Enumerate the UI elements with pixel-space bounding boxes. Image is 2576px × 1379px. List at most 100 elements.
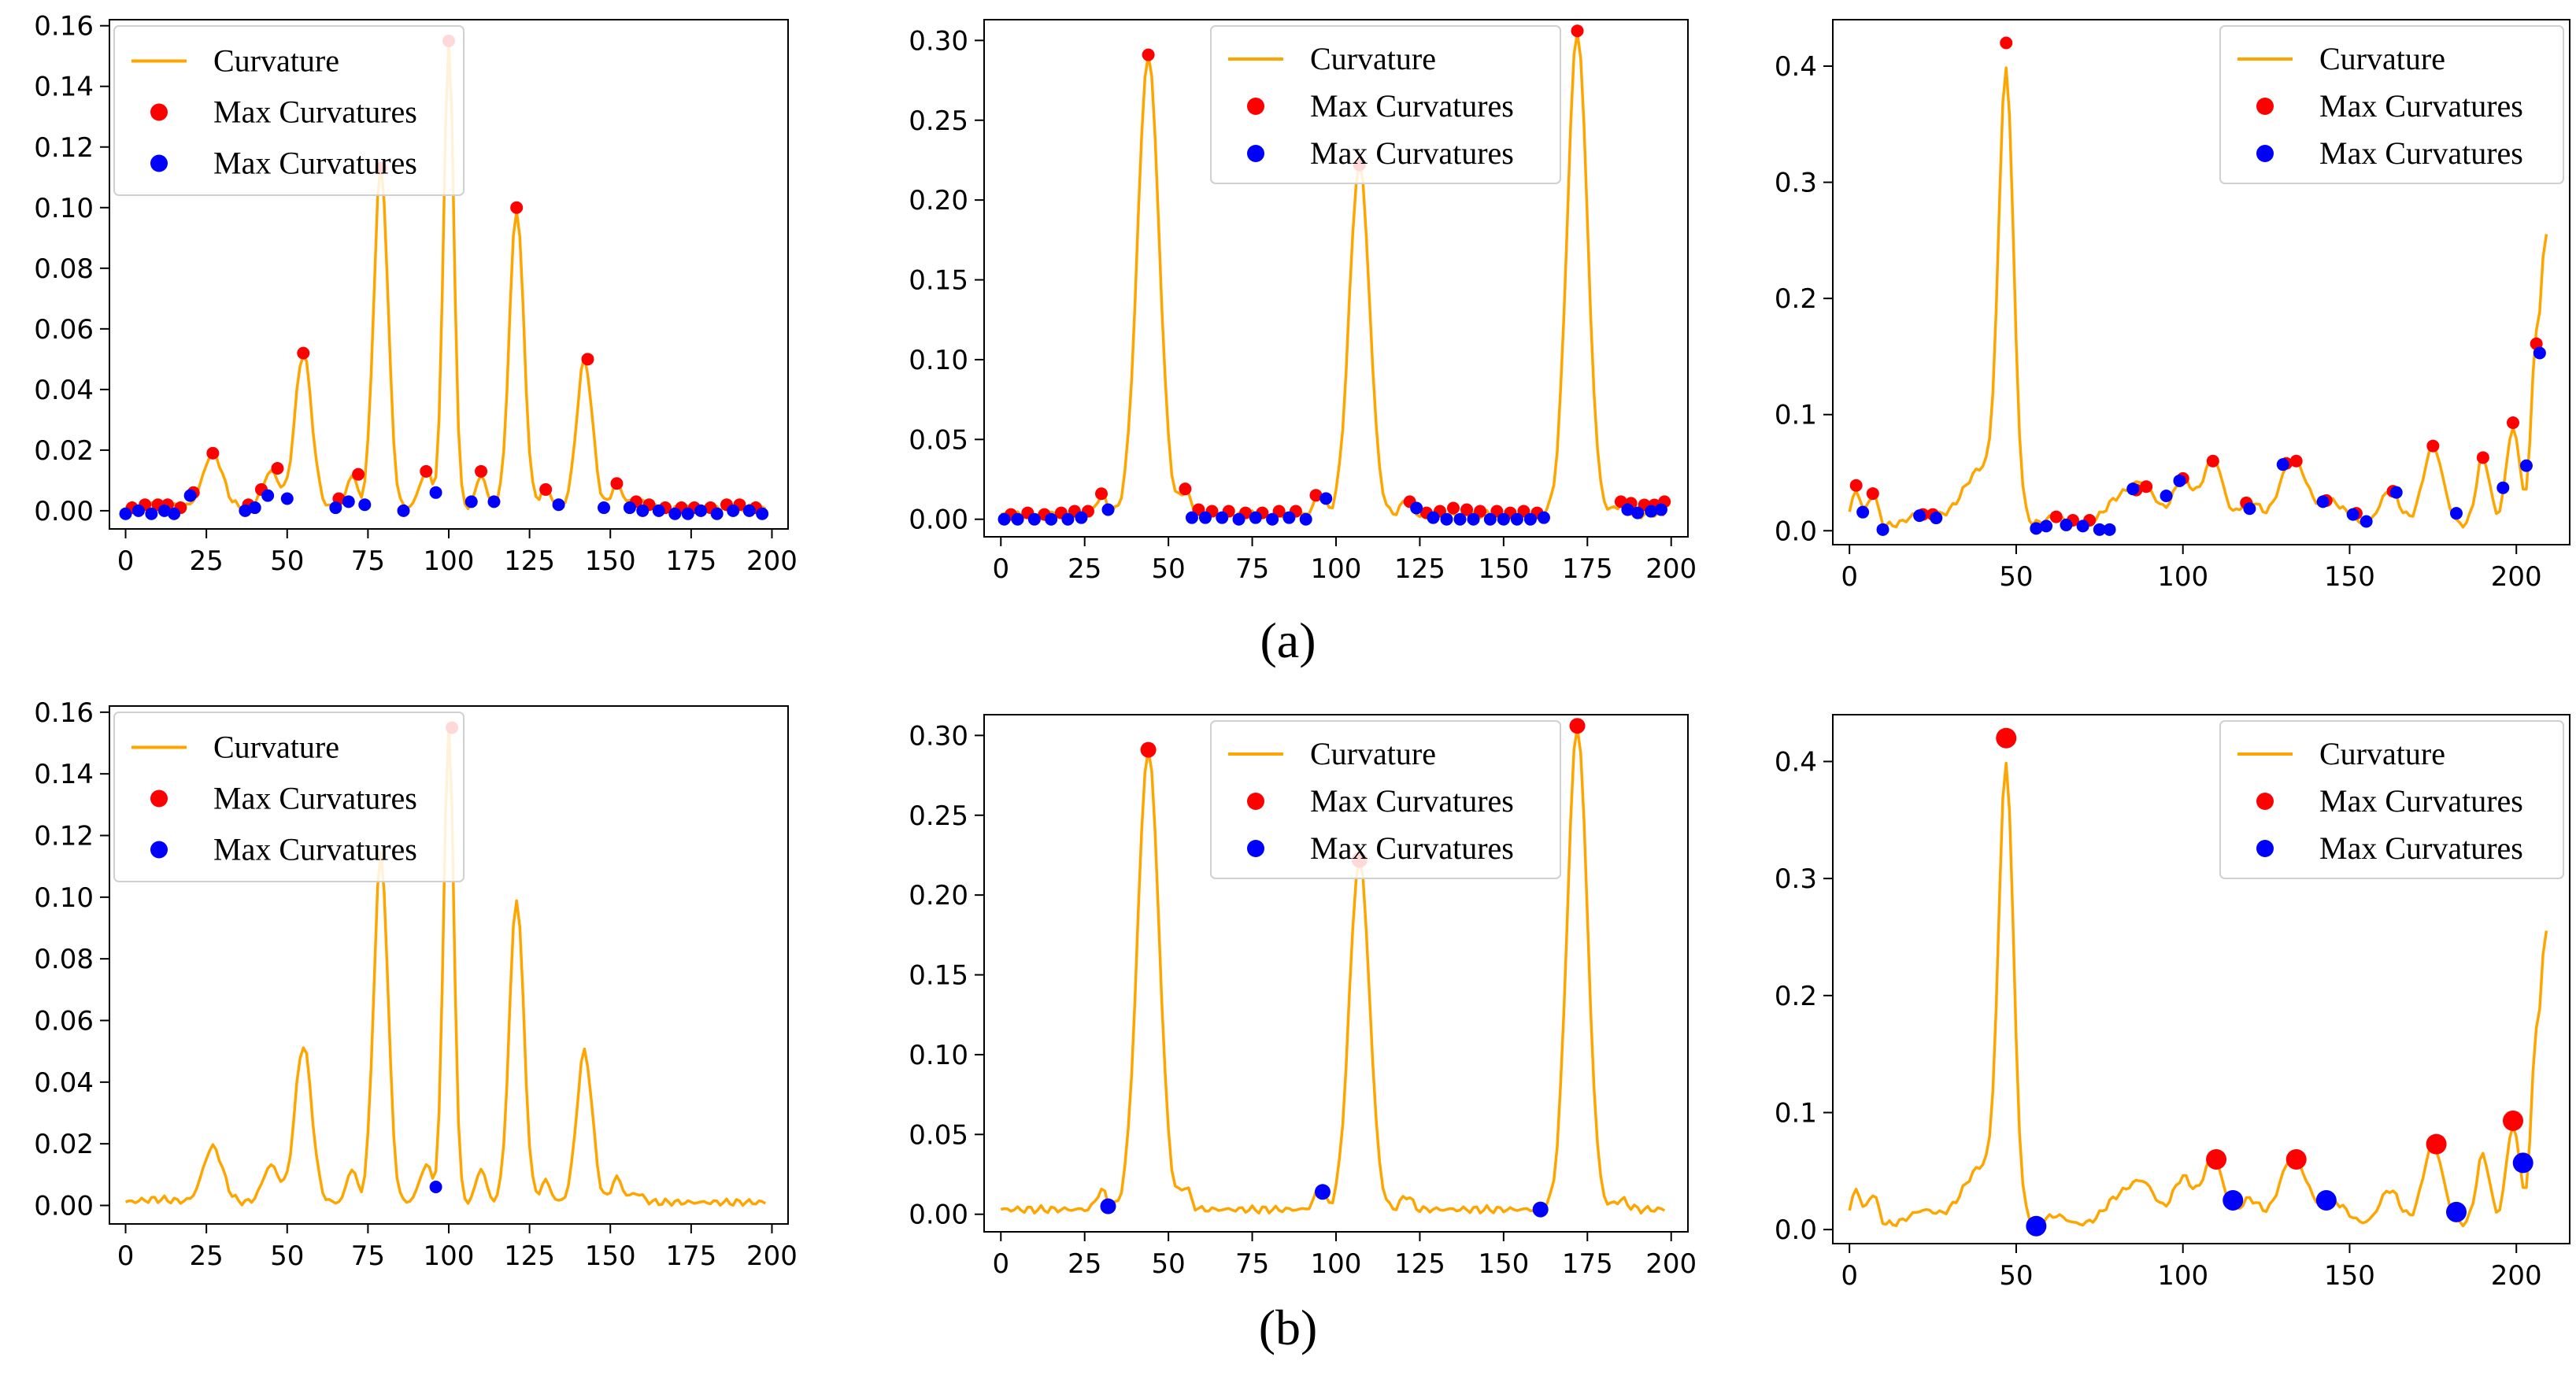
min-curvature-point-a2 xyxy=(1027,512,1041,526)
max-curvature-point-b3 xyxy=(2206,1148,2227,1170)
min-curvature-point-a3 xyxy=(1876,523,1889,536)
max-curvature-point-b2 xyxy=(1569,718,1586,734)
min-curvature-point-a1 xyxy=(248,501,261,515)
x-tick-label-a3: 0 xyxy=(1841,561,1858,593)
legend-label-a2: Max Curvatures xyxy=(1310,135,1514,171)
y-tick-label-a1: 0.08 xyxy=(34,253,94,285)
max-curvature-point-a1 xyxy=(297,346,310,360)
x-tick-label-b1: 150 xyxy=(585,1240,636,1272)
plot-area-a2 xyxy=(997,24,1671,526)
max-curvature-point-a3 xyxy=(2049,510,2063,523)
min-curvature-point-b3 xyxy=(2223,1189,2244,1211)
y-tick-label-b2: 0.15 xyxy=(909,960,968,992)
y-tick-label-a2: 0.25 xyxy=(909,105,968,137)
min-curvature-point-a3 xyxy=(2533,346,2546,360)
min-curvature-point-a3 xyxy=(2316,495,2330,508)
x-tick-label-a2: 50 xyxy=(1152,553,1186,585)
plot-area-a3 xyxy=(1848,36,2548,536)
min-curvature-point-a1 xyxy=(636,504,650,517)
min-curvature-point-a3 xyxy=(2243,502,2256,516)
min-curvature-point-a2 xyxy=(1510,512,1523,526)
min-curvature-point-a3 xyxy=(1913,509,1926,523)
x-tick-label-b3: 150 xyxy=(2324,1260,2375,1292)
y-tick-label-a2: 0.05 xyxy=(909,424,968,456)
max-curvature-point-a3 xyxy=(2476,451,2489,464)
legend-label-a1: Curvature xyxy=(213,43,339,79)
max-curvature-point-a1 xyxy=(352,468,365,481)
plot-area-b3 xyxy=(1848,727,2548,1237)
legend-dot-swatch-a2 xyxy=(1247,145,1264,162)
min-curvature-point-a2 xyxy=(1645,505,1658,518)
min-curvature-point-a1 xyxy=(280,492,294,505)
max-curvature-point-a3 xyxy=(1849,479,1863,492)
legend-box-b2 xyxy=(1210,720,1561,879)
y-tick-label-b1: 0.02 xyxy=(34,1129,94,1160)
min-curvature-point-a1 xyxy=(397,504,410,517)
y-tick-label-b3: 0.2 xyxy=(1775,981,1817,1012)
legend-dot-swatch-a1 xyxy=(150,154,168,172)
min-curvature-point-a1 xyxy=(668,507,682,520)
min-curvature-point-a2 xyxy=(1410,501,1423,515)
y-tick-label-a2: 0.30 xyxy=(909,25,968,57)
x-tick-label-a2: 200 xyxy=(1645,553,1697,585)
min-curvature-point-a1 xyxy=(552,498,565,512)
legend-a1: Curvature Max Curvatures Max Curvatures xyxy=(113,25,464,196)
min-curvature-point-a1 xyxy=(487,495,501,508)
min-curvature-point-b3 xyxy=(2026,1215,2047,1237)
x-tick-label-b1: 75 xyxy=(351,1240,385,1272)
legend-box-a2 xyxy=(1210,25,1561,184)
min-curvature-point-a1 xyxy=(694,504,708,517)
max-curvature-point-a3 xyxy=(1866,487,1879,501)
caption-a: (a) xyxy=(1260,612,1316,668)
chart-panel-a3: 0 50 100 150 200 0.0 0.1 0.2 0.3 0.4 Curvature Max … xyxy=(1775,19,2570,593)
legend-dot-swatch-b3 xyxy=(2256,840,2274,857)
min-curvature-point-b1 xyxy=(429,1181,442,1193)
chart-panel-b3: 0 50 100 150 200 0.0 0.1 0.2 0.3 0.4 Curvature Max … xyxy=(1775,714,2570,1292)
legend-label-b2: Curvature xyxy=(1310,736,1436,771)
y-tick-label-b3: 0.0 xyxy=(1775,1214,1817,1246)
axes-frame-a3 xyxy=(1832,19,2570,545)
legend-label-b3: Curvature xyxy=(2319,736,2445,771)
legend-a3: Curvature Max Curvatures Max Curvatures xyxy=(2219,25,2564,184)
x-tick-label-b2: 75 xyxy=(1235,1248,1269,1280)
max-curvature-point-a1 xyxy=(610,477,624,490)
y-tick-label-b1: 0.12 xyxy=(34,821,94,852)
y-tick-label-b2: 0.00 xyxy=(909,1200,968,1231)
y-tick-label-b1: 0.00 xyxy=(34,1191,94,1222)
y-tick-label-a1: 0.02 xyxy=(34,435,94,467)
y-tick-label-b1: 0.10 xyxy=(34,882,94,914)
min-curvature-point-b3 xyxy=(2446,1201,2467,1222)
min-curvature-point-a3 xyxy=(2040,519,2053,533)
min-curvature-point-a3 xyxy=(1930,512,1943,525)
legend-label-a2: Max Curvatures xyxy=(1310,88,1514,124)
x-tick-label-a3: 150 xyxy=(2324,561,2375,593)
legend-dot-swatch-a2 xyxy=(1247,98,1264,115)
y-tick-label-b1: 0.04 xyxy=(34,1067,94,1099)
min-curvature-point-a1 xyxy=(710,507,724,520)
y-tick-label-b2: 0.10 xyxy=(909,1040,968,1071)
min-curvature-point-b3 xyxy=(2512,1152,2533,1174)
max-curvature-point-a3 xyxy=(2000,36,2013,50)
min-curvature-point-a1 xyxy=(342,495,355,508)
x-tick-label-a2: 150 xyxy=(1478,553,1529,585)
min-curvature-point-a1 xyxy=(742,504,756,517)
x-tick-label-a1: 0 xyxy=(117,545,135,577)
min-curvature-point-a2 xyxy=(1198,511,1212,524)
max-curvature-point-a2 xyxy=(1460,503,1474,516)
y-tick-label-a3: 0.3 xyxy=(1775,168,1817,199)
min-curvature-point-a3 xyxy=(2076,519,2089,533)
min-curvature-point-a3 xyxy=(2173,474,2186,487)
max-curvature-point-a2 xyxy=(1095,487,1108,501)
min-curvature-point-a1 xyxy=(145,507,158,520)
legend-dot-swatch-a3 xyxy=(2256,145,2274,162)
min-curvature-point-a1 xyxy=(329,501,342,515)
legend-dot-swatch-b1 xyxy=(150,841,168,859)
max-curvature-point-a3 xyxy=(2426,439,2440,453)
legend-label-b3: Max Curvatures xyxy=(2319,830,2523,866)
min-curvature-point-a2 xyxy=(1101,503,1115,516)
x-tick-label-a3: 50 xyxy=(1999,561,2033,593)
legend-dot-swatch-b2 xyxy=(1247,840,1264,857)
min-curvature-point-a1 xyxy=(681,507,694,520)
x-tick-label-b2: 125 xyxy=(1394,1248,1445,1280)
